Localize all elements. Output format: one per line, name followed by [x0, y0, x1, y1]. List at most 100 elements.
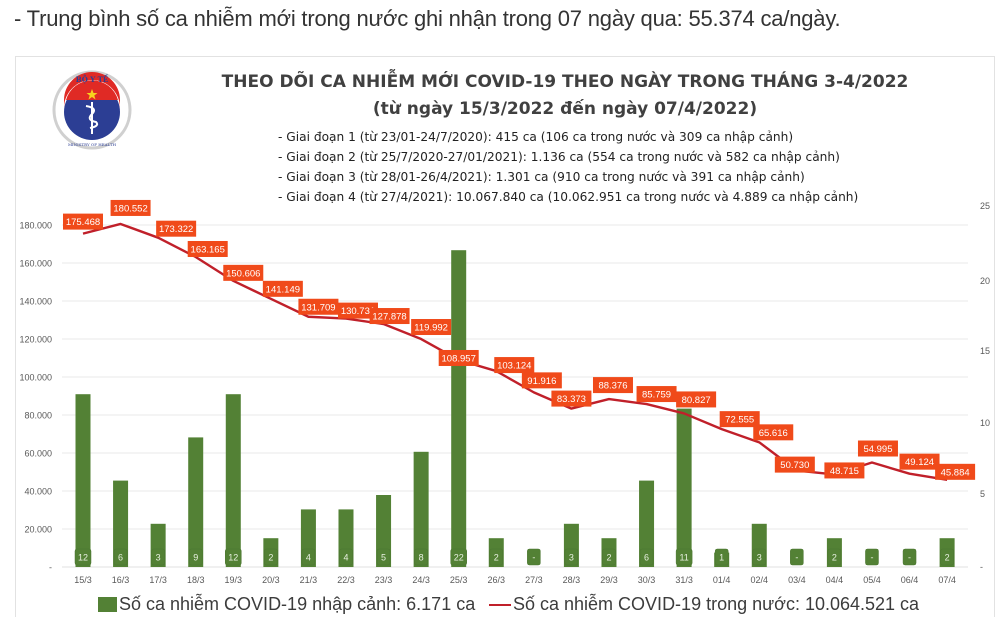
right-axis: - 5 10 15 20 25: [980, 201, 990, 572]
bar-value-label: 6: [118, 553, 123, 563]
bar-value-label: 3: [569, 553, 574, 563]
bar: [113, 480, 129, 567]
bar-value-label: 3: [757, 553, 762, 563]
x-axis-tick-label: 24/3: [412, 575, 430, 585]
line-value-label: 180.552: [113, 203, 147, 214]
line-value-label-box: [774, 456, 815, 473]
line-value-label-box: [187, 240, 228, 257]
bar-value-label: -: [795, 553, 798, 563]
phase-4-line: - Giai đoạn 4 (từ 27/4/2021): 10.067.840…: [278, 190, 859, 204]
ministry-of-health-logo: BỘ Y TẾ MINISTRY OF HEALTH: [52, 70, 132, 150]
left-axis-tick-label: 60.000: [24, 449, 52, 459]
bar-value-label: 4: [343, 553, 348, 563]
bar-value-label: 2: [268, 553, 273, 563]
x-axis-tick-label: 28/3: [563, 575, 581, 585]
bar-label-box: [225, 548, 242, 566]
line-value-label: 150.606: [226, 268, 260, 279]
line-value-label: 54.995: [863, 444, 892, 455]
line-value-label: 131.709: [301, 302, 335, 313]
bar-series-imported-cases: 12 6 3 9 12 2 4 4 5 8 22 2-3 2 6 11 1 3-2- -2: [74, 250, 955, 567]
line-value-label-box: [753, 424, 794, 441]
left-axis-tick-label: 120.000: [19, 335, 52, 345]
x-axis-tick-label: 27/3: [525, 575, 543, 585]
bar-value-label: -: [908, 553, 911, 563]
line-swatch-icon: [489, 603, 511, 606]
gridlines: [62, 224, 968, 568]
legend-item-domestic: Số ca nhiễm COVID-19 trong nước: 10.064.…: [489, 594, 919, 615]
bar: [451, 250, 467, 567]
phase-2-line: - Giai đoạn 2 (từ 25/7/2020-27/01/2021):…: [278, 150, 840, 164]
x-axis-tick-label: 17/3: [149, 575, 167, 585]
chart-legend: Số ca nhiễm COVID-19 nhập cảnh: 6.171 ca…: [0, 594, 1000, 616]
line-value-label: 163.165: [191, 244, 225, 255]
bar-label-box: [188, 548, 203, 566]
bar-label-box: [376, 548, 391, 566]
phase-3-line: - Giai đoạn 3 (từ 28/01-26/4/2021): 1.30…: [278, 170, 805, 184]
bar-label-box: [752, 548, 767, 566]
bar-label-box: [602, 548, 616, 566]
line-value-label: 130.731: [341, 306, 375, 317]
article-headline: - Trung bình số ca nhiễm mới trong nước …: [14, 6, 841, 31]
line-value-label-box: [521, 372, 562, 389]
bar-label-box: [902, 548, 917, 566]
line-value-label-box: [223, 264, 264, 281]
bar-value-label: 2: [945, 553, 950, 563]
chart-frame: [15, 56, 995, 617]
bar-label-box: [151, 548, 165, 566]
x-axis-tick-label: 01/4: [713, 575, 731, 585]
line-series-domestic-cases: [82, 222, 948, 482]
line-value-label-box: [857, 440, 898, 457]
bar: [225, 394, 241, 567]
domestic-cases-line: [82, 222, 948, 482]
bar-label-box: [113, 548, 128, 566]
bar-label-box: [527, 548, 541, 566]
line-value-label-box: [63, 213, 103, 230]
logo-top-text: BỘ Y TẾ: [76, 74, 109, 84]
phase-1-line: - Giai đoạn 1 (từ 23/01-24/7/2020): 415 …: [278, 130, 794, 144]
line-value-label: 108.957: [442, 353, 476, 364]
left-axis-tick-label: -: [49, 563, 52, 573]
bar-value-label: 22: [454, 553, 464, 563]
left-axis-tick-label: 80.000: [24, 411, 52, 421]
line-value-label-box: [156, 220, 197, 237]
line-value-label-box: [824, 462, 865, 479]
bar-value-label: 11: [679, 553, 688, 563]
left-axis-tick-label: 160.000: [19, 259, 52, 269]
bar-label-box: [865, 548, 879, 566]
line-value-label-box: [298, 298, 339, 315]
legend-item-imported: Số ca nhiễm COVID-19 nhập cảnh: 6.171 ca: [98, 594, 475, 615]
bar-label-box: [827, 548, 842, 566]
bar-value-label: -: [532, 553, 535, 563]
x-axis-tick-label: 20/3: [262, 575, 280, 585]
x-axis-tick-label: 06/4: [901, 575, 919, 585]
x-axis-tick-label: 07/4: [938, 575, 956, 585]
bar-value-label: 12: [78, 553, 88, 563]
bar-label-box: [74, 548, 92, 566]
x-axis-tick-label: 29/3: [600, 575, 618, 585]
bar-value-label: 9: [193, 553, 198, 563]
bar-label-box: [339, 548, 353, 566]
x-axis-tick-label: 15/3: [74, 575, 92, 585]
bar: [413, 451, 429, 567]
right-axis-tick-label: 15: [980, 346, 990, 356]
bar-value-label: 2: [832, 553, 837, 563]
x-axis-tick-label: 21/3: [300, 575, 318, 585]
line-value-label: 65.616: [759, 428, 788, 439]
bar-label-box: [940, 548, 954, 566]
x-axis-tick-label: 19/3: [225, 575, 243, 585]
right-axis-tick-label: 5: [980, 489, 985, 499]
right-axis-tick-label: 10: [980, 418, 990, 428]
line-value-label-box: [494, 357, 535, 374]
line-value-label: 141.149: [266, 284, 300, 295]
logo-bottom-text: MINISTRY OF HEALTH: [68, 142, 117, 147]
bar-value-label: 5: [381, 553, 386, 563]
bar-label-box: [639, 548, 654, 566]
line-value-label: 88.376: [598, 381, 627, 392]
x-axis-tick-label: 30/3: [638, 575, 656, 585]
bar-value-label: 6: [644, 553, 649, 563]
x-axis: 15/3 16/3 17/3 18/3 19/3 20/3 21/3 22/3 23/3 24/3…: [74, 575, 956, 585]
line-value-label: 91.916: [527, 376, 556, 387]
x-axis-tick-label: 25/3: [450, 575, 468, 585]
bar-value-label: 1: [719, 553, 724, 563]
line-value-label-box: [676, 391, 717, 408]
